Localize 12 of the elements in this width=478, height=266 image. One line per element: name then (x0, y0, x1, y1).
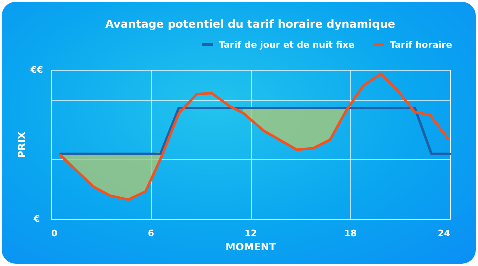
x-tick-label: 18 (344, 230, 358, 240)
text: €€ (30, 66, 44, 76)
x-tick-label: 12 (244, 230, 258, 240)
x-tick-label: 0 (52, 230, 58, 240)
legend-label: Tarif de jour et de nuit fixe (219, 41, 355, 51)
x-axis-title: MOMENT (226, 242, 276, 254)
chart-title: Avantage potentiel du tarif horaire dynamique (106, 18, 396, 31)
text: € (32, 215, 40, 225)
y-axis-title: PRIX (18, 131, 28, 158)
x-tick-label: 24 (438, 230, 450, 240)
legend-label: Tarif horaire (390, 41, 452, 51)
x-tick-label: 6 (148, 230, 154, 240)
